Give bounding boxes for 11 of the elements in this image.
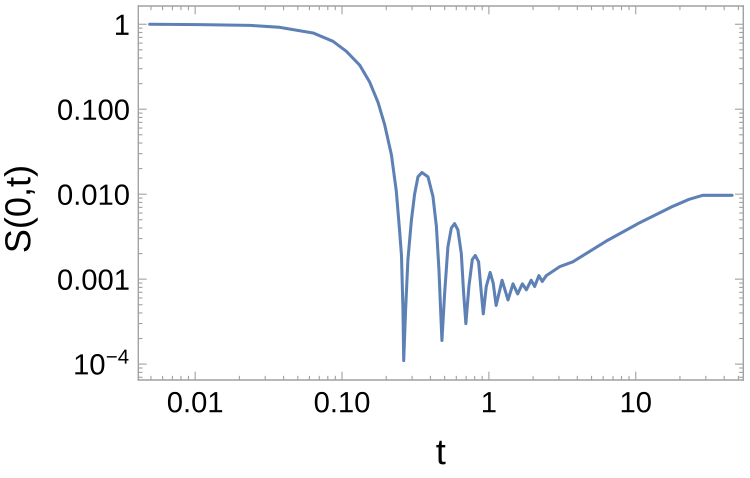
y-tick-label: 10$^{−4}$ xyxy=(75,350,128,375)
x-tick-label: 10 xyxy=(622,392,651,413)
x-tick-label: 1 xyxy=(482,392,496,412)
y-tick-label: 0.010 xyxy=(58,184,129,206)
y-axis-title: S(0,t) xyxy=(4,167,38,252)
y-tick-label: 0.100 xyxy=(58,99,129,120)
x-tick-label: 0.01 xyxy=(168,392,222,413)
x-axis-title: t xyxy=(436,440,446,464)
x-tick-label: 0.10 xyxy=(314,392,370,413)
y-tick-label: 1 xyxy=(116,14,129,35)
y-tick-label: 0.001 xyxy=(58,269,129,290)
